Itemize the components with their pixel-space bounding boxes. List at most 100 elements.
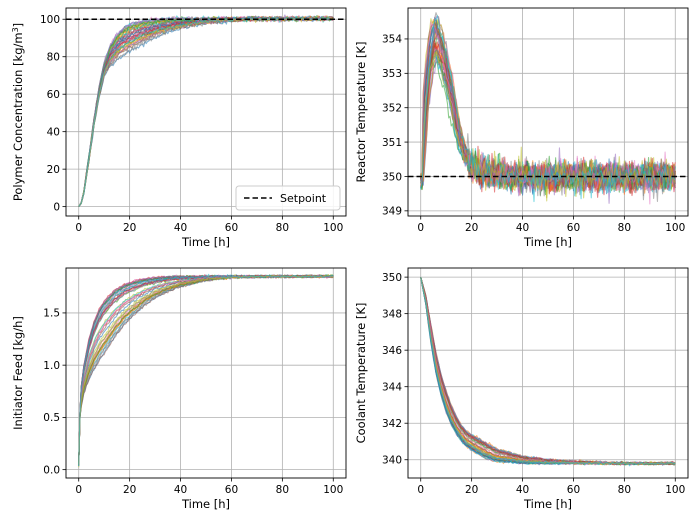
trajectory-line <box>78 274 334 465</box>
x-tick-label: 40 <box>516 222 529 234</box>
coolant-temperature-axes-frame <box>407 267 689 479</box>
y-tick-label: 1.0 <box>43 360 60 372</box>
trajectory-line <box>78 274 334 465</box>
trajectory-line <box>78 274 334 465</box>
trajectory-line <box>78 274 334 465</box>
x-tick-label: 20 <box>123 222 136 234</box>
trajectory-line <box>78 274 334 465</box>
concentration-ticks: 0 20 40 60 80 100 0 20 40 60 80 100 <box>40 14 343 234</box>
x-tick-label: 60 <box>567 222 580 234</box>
x-tick-label: 80 <box>618 484 631 496</box>
trajectory-line <box>78 274 334 467</box>
x-tick-label: 0 <box>417 484 424 496</box>
trajectory-line <box>78 16 334 207</box>
trajectory-line <box>78 274 334 465</box>
trajectory-line <box>78 274 334 465</box>
x-tick-label: 0 <box>75 484 82 496</box>
x-tick-label: 20 <box>465 484 478 496</box>
trajectory-line <box>78 274 334 466</box>
trajectory-line <box>78 274 334 465</box>
x-tick-label: 60 <box>225 222 238 234</box>
y-tick-label: 100 <box>40 14 60 26</box>
initiator-feed-y-label: Initiator Feed [kg/h] <box>11 316 25 430</box>
trajectory-line <box>78 274 334 466</box>
initiator-feed-ticks: 0 20 40 60 80 100 0.0 0.5 1.0 1.5 <box>43 308 343 496</box>
y-tick-label: 60 <box>47 89 60 101</box>
initiator-feed-x-label: Time [h] <box>181 497 230 511</box>
panel-initiator-feed: 0 20 40 60 80 100 0.0 0.5 1.0 1.5 Time [h] Initia… <box>11 267 347 511</box>
concentration-legend: Setpoint <box>235 185 341 211</box>
y-tick-label: 340 <box>382 455 402 467</box>
y-tick-label: 40 <box>47 126 60 138</box>
concentration-trajectories <box>78 14 334 207</box>
y-tick-label: 1.5 <box>43 308 60 320</box>
trajectory-line <box>78 274 334 466</box>
y-tick-label: 352 <box>382 103 402 115</box>
trajectory-line <box>78 274 334 465</box>
trajectory-line <box>420 277 676 467</box>
x-tick-label: 100 <box>323 222 343 234</box>
trajectory-line <box>78 274 334 465</box>
x-tick-label: 0 <box>75 222 82 234</box>
concentration-x-label: Time [h] <box>181 235 230 249</box>
y-tick-label: 346 <box>382 345 402 357</box>
trajectory-line <box>78 274 334 465</box>
coolant-temperature-x-label: Time [h] <box>523 497 572 511</box>
trajectory-line <box>78 273 334 465</box>
y-tick-label: 20 <box>47 164 60 176</box>
reactor-temperature-trajectories <box>420 12 676 205</box>
trajectory-line <box>78 274 334 465</box>
trajectory-line <box>420 277 676 466</box>
trajectory-line <box>78 274 334 465</box>
concentration-axes-frame <box>65 7 347 217</box>
trajectory-line <box>78 274 334 465</box>
trajectory-line <box>78 274 334 468</box>
x-tick-label: 40 <box>174 484 187 496</box>
trajectory-line <box>78 274 334 467</box>
reactor-temperature-ticks: 0 20 40 60 80 100 349 350 351 352 353 354 <box>382 34 685 234</box>
legend-frame <box>235 185 341 211</box>
trajectory-line <box>78 274 334 465</box>
trajectory-line <box>78 274 334 465</box>
y-tick-label: 0.0 <box>43 464 60 476</box>
initiator-feed-trajectories <box>78 273 334 468</box>
panel-concentration: 0 20 40 60 80 100 0 20 40 60 80 100 Time [h] Polyme… <box>11 7 347 249</box>
y-tick-label: 348 <box>382 308 402 320</box>
trajectory-line <box>78 274 334 466</box>
coolant-temperature-grid <box>408 268 688 478</box>
trajectory-line <box>420 277 676 466</box>
trajectory-line <box>78 273 334 465</box>
x-tick-label: 100 <box>323 484 343 496</box>
x-tick-label: 100 <box>665 222 685 234</box>
x-tick-label: 40 <box>174 222 187 234</box>
trajectory-line <box>78 274 334 465</box>
y-tick-label: 80 <box>47 52 60 64</box>
x-tick-label: 100 <box>665 484 685 496</box>
trajectory-line <box>78 274 334 465</box>
y-tick-label: 350 <box>382 272 402 284</box>
x-tick-label: 20 <box>465 222 478 234</box>
reactor-temperature-axes-frame <box>407 7 689 217</box>
y-tick-label: 353 <box>382 68 402 80</box>
trajectory-line <box>78 274 334 465</box>
y-tick-label: 349 <box>382 206 402 218</box>
trajectory-line <box>78 274 334 465</box>
y-tick-label: 354 <box>382 34 402 46</box>
concentration-y-label: Polymer Concentration [kg/m3] <box>11 23 26 201</box>
trajectory-line <box>78 274 334 465</box>
trajectory-line <box>78 274 334 465</box>
trajectory-line <box>78 274 334 465</box>
x-tick-label: 80 <box>276 222 289 234</box>
trajectory-line <box>78 274 334 465</box>
y-tick-label: 342 <box>382 418 402 430</box>
y-tick-label: 0 <box>53 201 60 213</box>
trajectory-line <box>78 274 334 465</box>
reactor-temperature-x-label: Time [h] <box>523 235 572 249</box>
y-tick-label: 344 <box>382 381 402 393</box>
x-tick-label: 0 <box>417 222 424 234</box>
trajectory-line <box>78 274 334 465</box>
trajectory-line <box>420 15 676 200</box>
trajectory-line <box>78 15 334 207</box>
